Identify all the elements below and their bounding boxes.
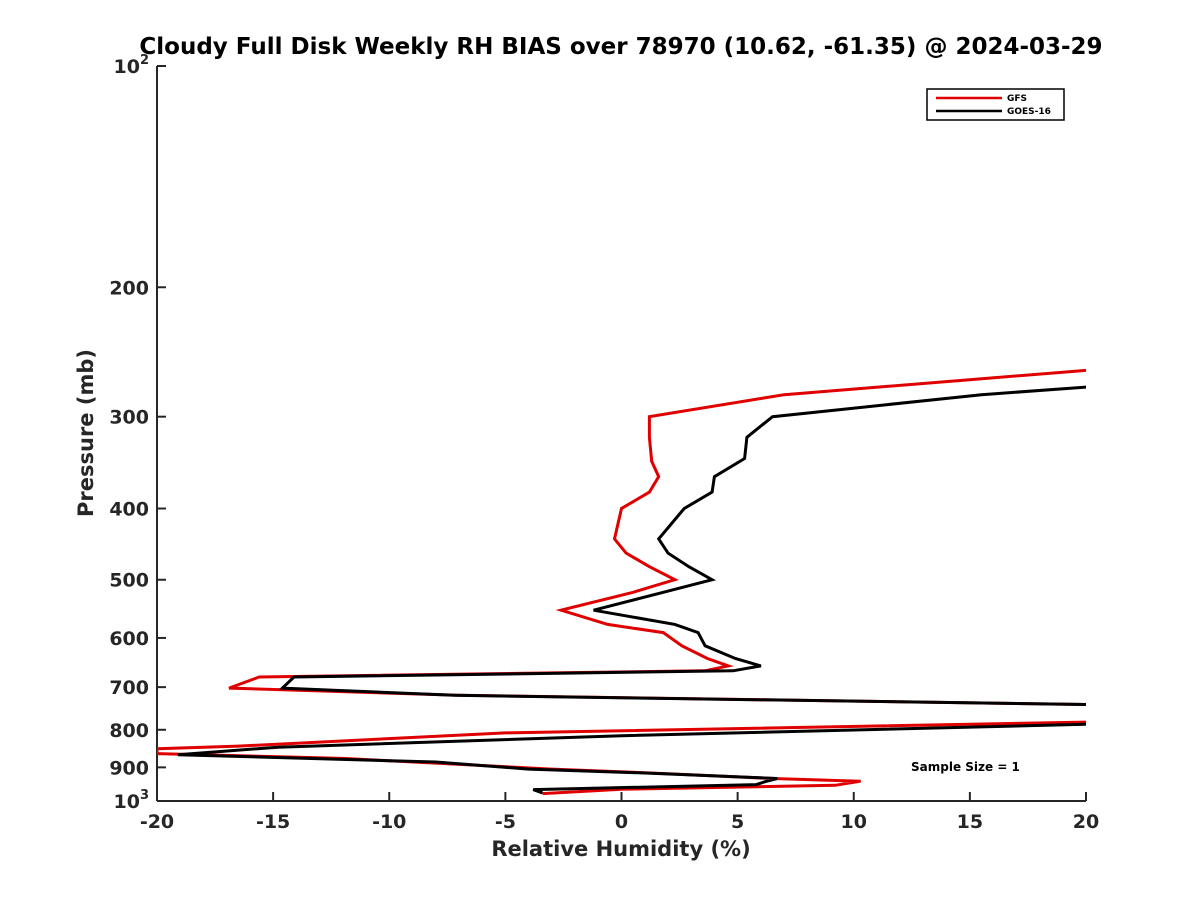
legend-box [926, 88, 1065, 121]
legend: GFS GOES-16 [926, 88, 1065, 121]
x-tick-label: 5 [731, 811, 744, 833]
legend-label-goes-16: GOES-16 [1007, 107, 1051, 117]
y-tick-label: 102 [114, 53, 150, 78]
series-group [157, 368, 1086, 796]
x-tick-label: -20 [140, 811, 174, 833]
x-tick-label: 10 [841, 811, 867, 833]
y-tick-label: 900 [109, 757, 149, 779]
y-tick-label: 500 [109, 570, 149, 592]
series-line-gfs [157, 368, 1086, 796]
y-tick-label: 400 [109, 499, 149, 521]
y-tick-label: 200 [109, 277, 149, 299]
x-axis-label: Relative Humidity (%) [491, 837, 750, 861]
chart-title: Cloudy Full Disk Weekly RH BIAS over 789… [139, 34, 1102, 60]
x-tick-label: -5 [495, 811, 516, 833]
x-tick-label: 15 [957, 811, 983, 833]
y-ticks: 102 200 300 400 500 600 700 800 900 103 [109, 53, 166, 813]
y-axis-label: Pressure (mb) [74, 349, 98, 517]
y-tick-label: 103 [114, 788, 150, 813]
x-tick-label: -10 [372, 811, 406, 833]
x-tick-label: 20 [1073, 811, 1099, 833]
sample-size-annotation: Sample Size = 1 [911, 760, 1020, 774]
y-tick-label: 600 [109, 628, 149, 650]
series-line-goes-16 [177, 385, 1086, 795]
x-tick-label: 0 [615, 811, 628, 833]
x-tick-label: -15 [256, 811, 290, 833]
y-tick-label: 700 [109, 677, 149, 699]
y-tick-label: 300 [109, 407, 149, 429]
x-ticks: -20 -15 -10 -5 0 5 10 15 20 [140, 792, 1099, 833]
y-tick-label: 800 [109, 720, 149, 742]
legend-label-gfs: GFS [1007, 94, 1027, 104]
